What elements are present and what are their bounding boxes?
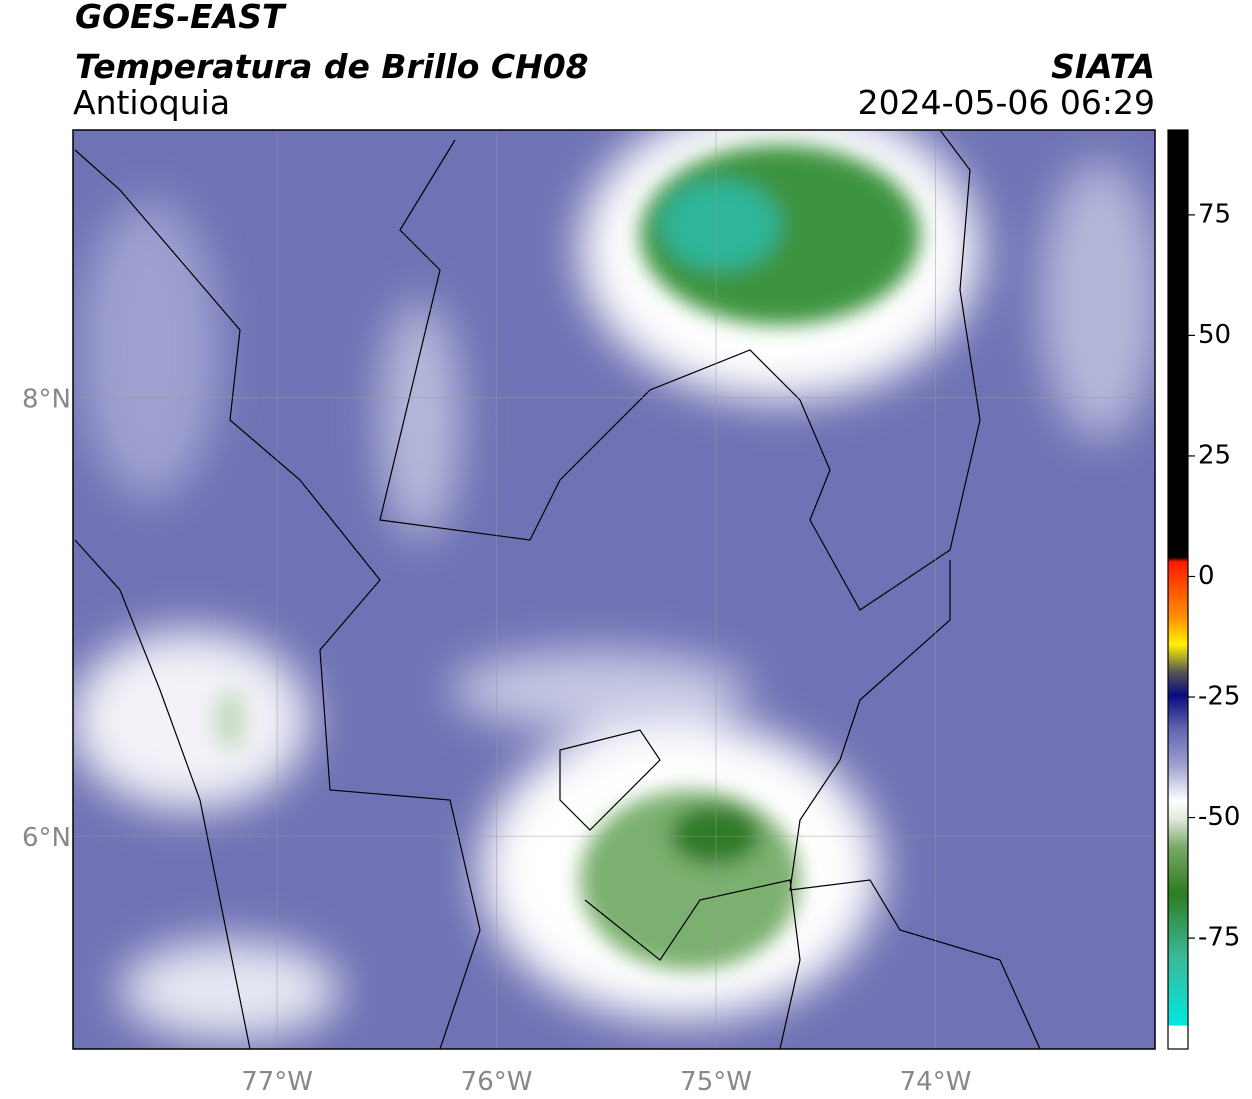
x-tick-label: 74°W [900, 1067, 972, 1097]
x-tick-label: 76°W [461, 1067, 533, 1097]
y-tick-label: 6°N [22, 823, 71, 853]
colorbar-tick-label: -50 [1198, 802, 1240, 832]
grid [73, 130, 1155, 1049]
colorbar-tick-label: 25 [1198, 440, 1231, 470]
region: Antioquia [73, 83, 230, 122]
boundaries [74, 130, 1041, 1049]
y-tick-label: 8°N [22, 385, 71, 415]
subtitle: Temperatura de Brillo CH08 [75, 47, 589, 86]
colorbar-tick-label: -75 [1198, 923, 1240, 953]
cold-tops [215, 145, 920, 970]
x-tick-label: 75°W [680, 1067, 752, 1097]
colorbar-tick-label: 75 [1198, 199, 1231, 229]
datetime: 2024-05-06 06:29 [858, 83, 1155, 122]
title: GOES-EAST [75, 0, 287, 36]
x-tick-label: 77°W [241, 1067, 313, 1097]
colorbar-tick-label: 50 [1198, 320, 1231, 350]
map-image [73, 130, 1155, 1049]
colorbar [1167, 129, 1189, 1050]
colorbar-tick-label: -25 [1198, 682, 1240, 712]
colorbar-tick-label: 0 [1198, 561, 1215, 591]
map-frame [72, 129, 1156, 1050]
source: SIATA [1051, 47, 1155, 86]
